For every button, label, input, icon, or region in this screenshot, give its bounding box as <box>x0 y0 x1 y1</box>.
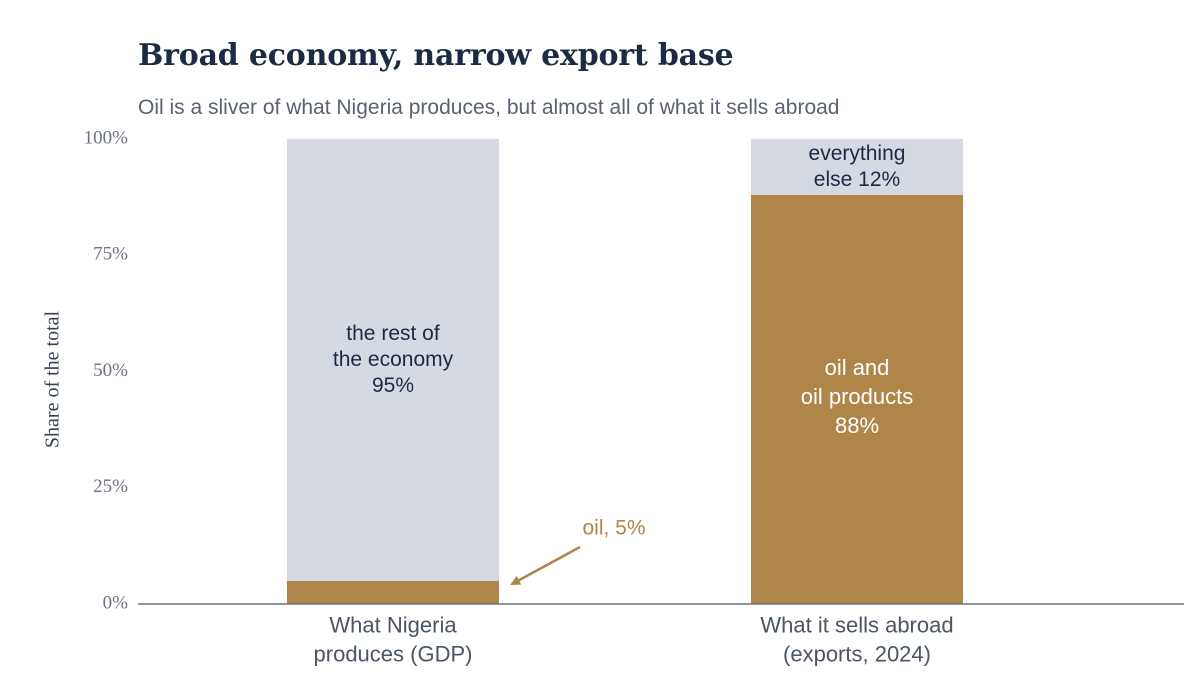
bar-segment-oil-0 <box>287 580 499 604</box>
data-label-rest-0-line: 95% <box>372 374 414 397</box>
annotation-label: oil, 5% <box>582 517 645 540</box>
data-label-oil-1-line: 88% <box>835 413 879 438</box>
chart-subtitle: Oil is a sliver of what Nigeria produces… <box>138 96 840 119</box>
x-category-label-1: What it sells abroad (exports, 2024) <box>760 612 953 666</box>
data-label-rest-1-line: everything <box>809 141 906 164</box>
y-tick-label: 0% <box>103 592 129 613</box>
x-category-label-0: What Nigeria produces (GDP) <box>314 612 473 666</box>
x-category-label-1-line: (exports, 2024) <box>783 641 931 666</box>
y-tick-label: 75% <box>93 244 128 265</box>
x-category-label-1-line: What it sells abroad <box>760 612 953 637</box>
y-tick-label: 50% <box>93 360 128 381</box>
data-label-rest-1-line: else 12% <box>814 167 900 190</box>
data-label-rest-0: the rest of the economy 95% <box>333 322 454 397</box>
data-label-oil-1-line: oil and <box>825 355 890 380</box>
chart-title: Broad economy, narrow export base <box>138 38 734 73</box>
data-label-rest-1: everything else 12% <box>809 141 906 190</box>
y-tick-label: 100% <box>84 127 129 148</box>
x-category-label-0-line: produces (GDP) <box>314 641 473 666</box>
y-axis-label: Share of the total <box>42 310 64 448</box>
bar-segment-rest-1 <box>751 139 963 195</box>
data-label-rest-0-line: the rest of <box>346 322 440 345</box>
data-label-oil-1: oil and oil products 88% <box>801 355 914 438</box>
bar-segment-rest-0 <box>287 139 499 581</box>
x-category-label-0-line: What Nigeria <box>329 612 457 637</box>
y-tick-label: 25% <box>93 476 128 497</box>
bar-segment-oil-1 <box>751 194 963 605</box>
annotation-arrow <box>510 545 581 586</box>
data-label-oil-1-line: oil products <box>801 384 914 409</box>
data-label-rest-0-line: the economy <box>333 348 454 371</box>
